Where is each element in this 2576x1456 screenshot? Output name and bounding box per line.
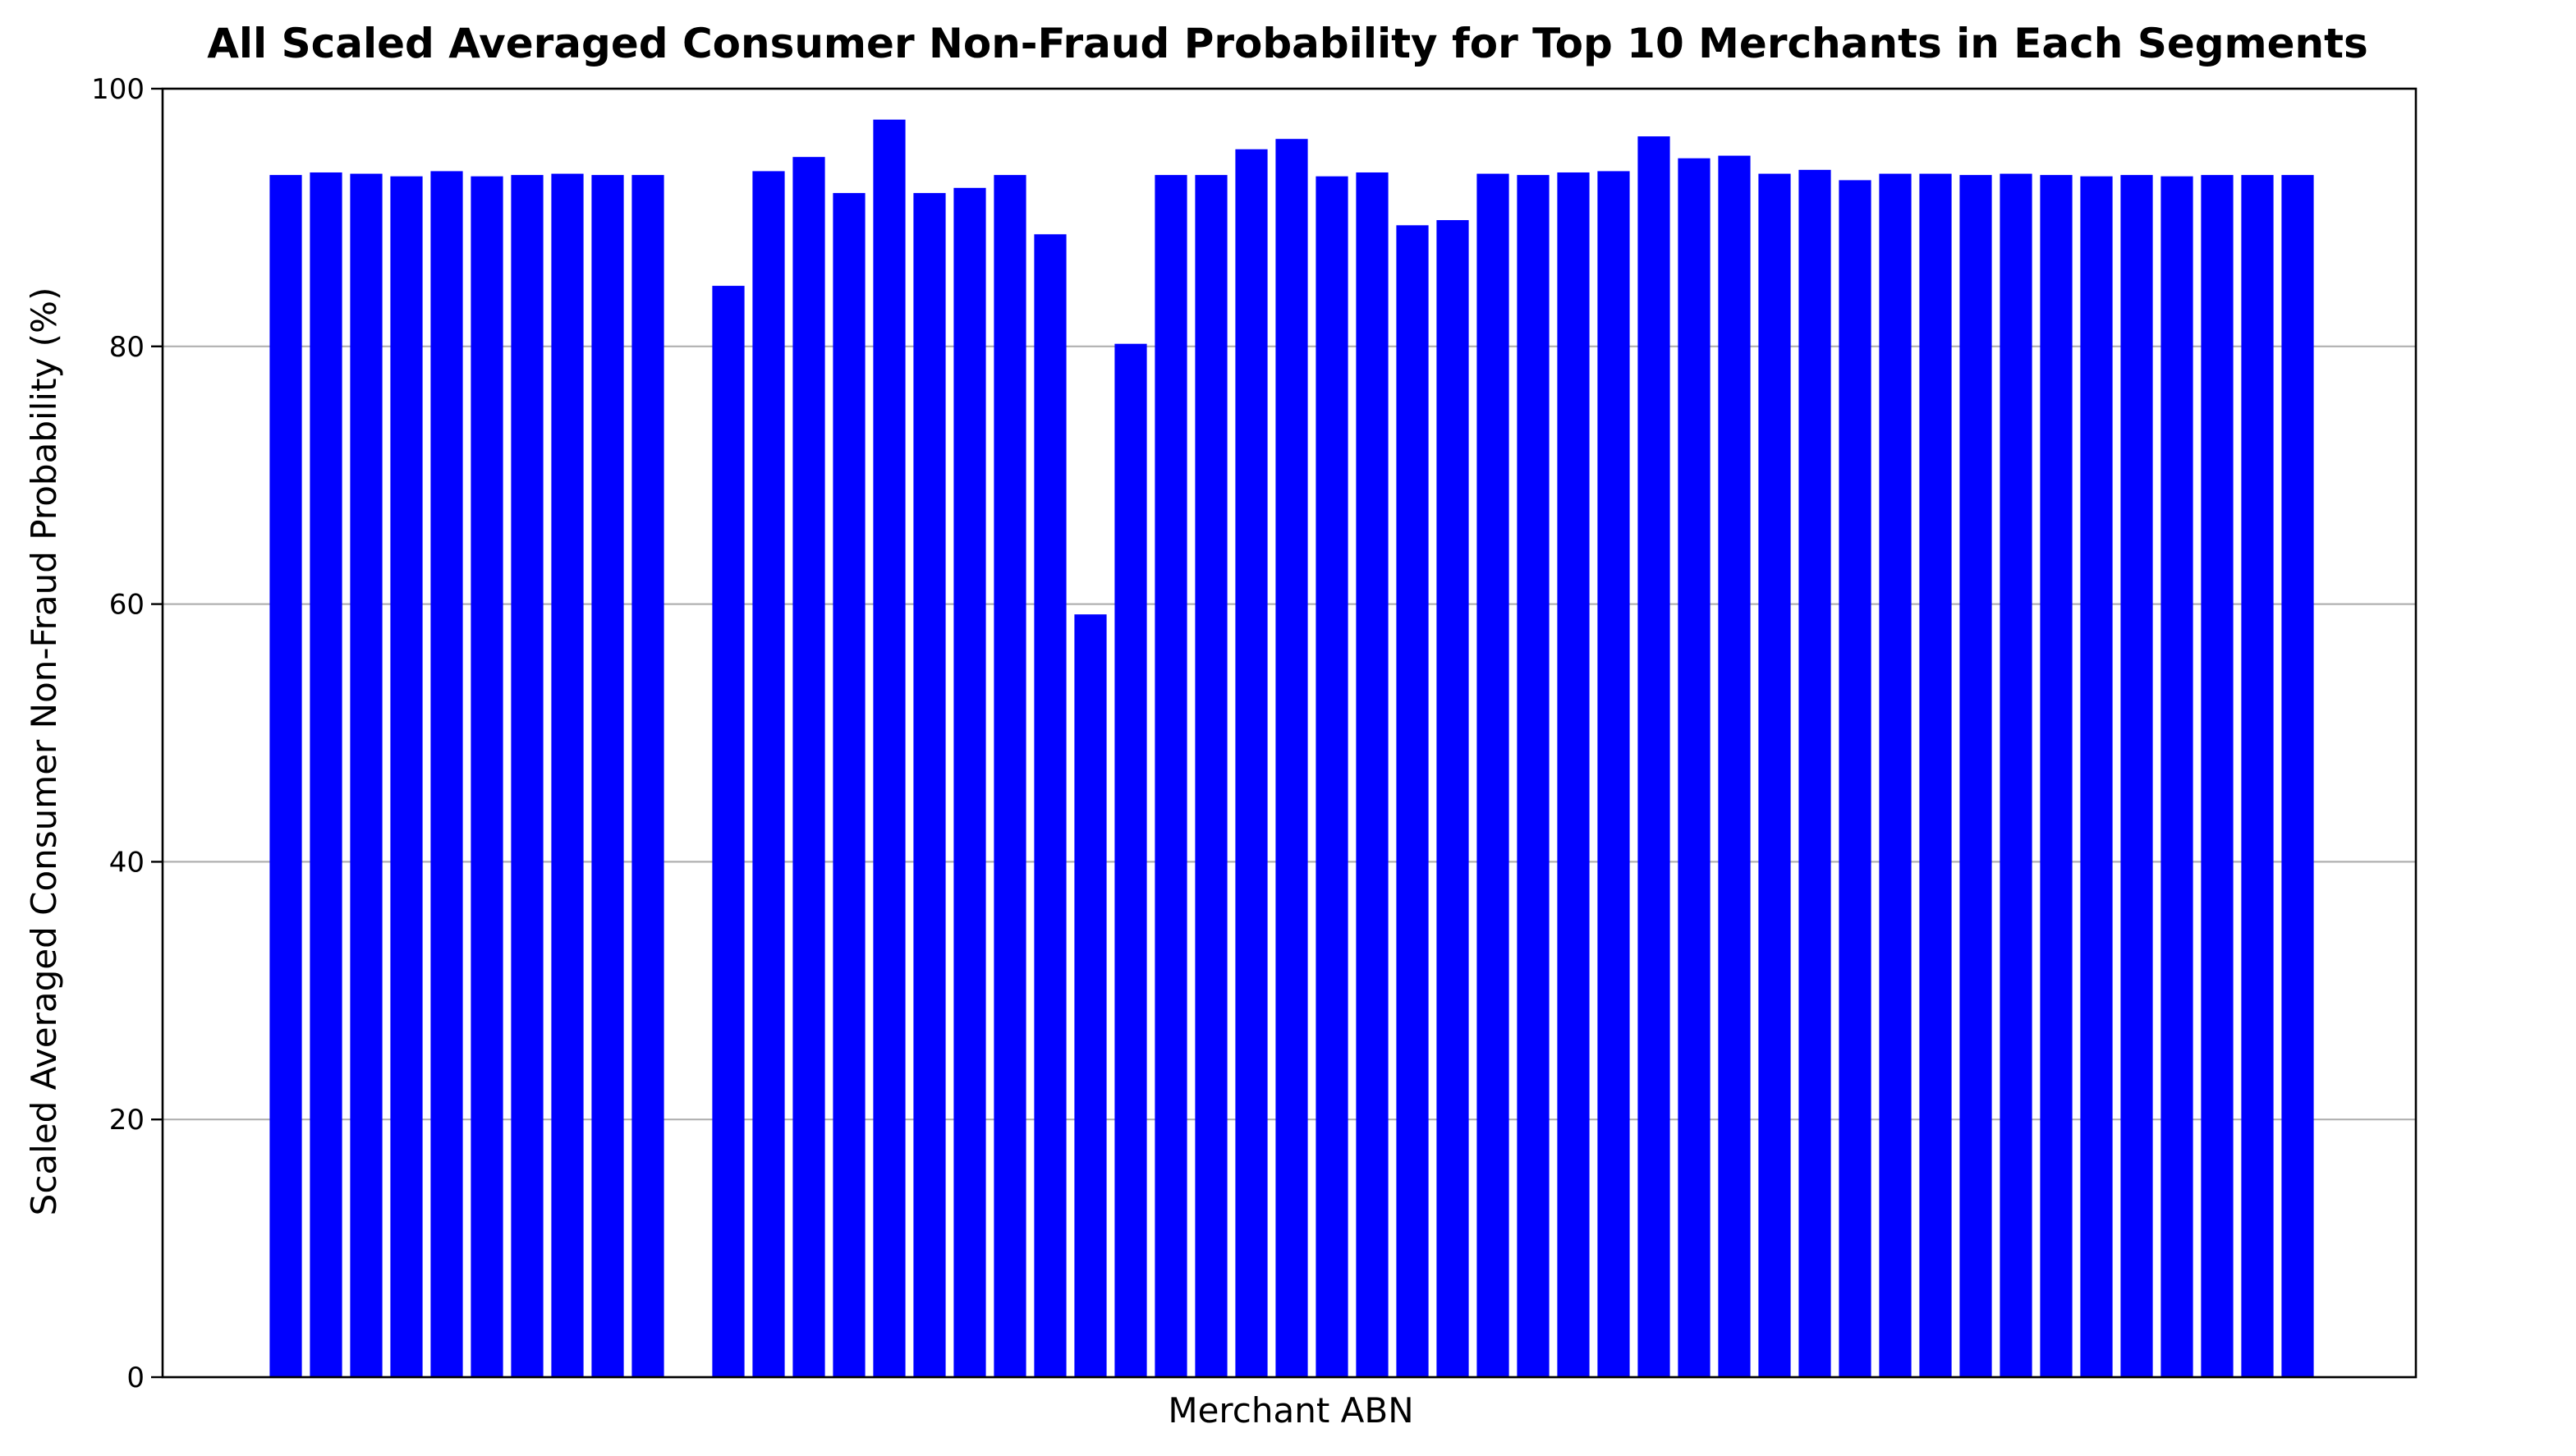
bar: [1436, 220, 1469, 1378]
bar: [1235, 149, 1268, 1377]
bar: [752, 171, 785, 1377]
y-tick-label: 0: [126, 1362, 145, 1394]
bar: [913, 193, 946, 1378]
bar: [430, 171, 463, 1377]
bar: [833, 193, 866, 1378]
bar: [1316, 176, 1348, 1377]
bar: [390, 176, 423, 1377]
bar: [1275, 139, 1308, 1377]
bar: [1879, 173, 1912, 1378]
y-tick-label: 60: [109, 589, 145, 622]
bar: [1356, 172, 1389, 1378]
bar: [1517, 175, 1550, 1377]
bar: [1597, 171, 1630, 1377]
bar: [953, 187, 986, 1378]
bar: [2160, 176, 2193, 1377]
bar: [350, 173, 383, 1378]
x-axis-label: Merchant ABN: [1168, 1390, 1413, 1431]
plot-frame: [161, 87, 2418, 1379]
bar: [2120, 175, 2153, 1377]
bar: [873, 119, 906, 1377]
bar: [2080, 176, 2113, 1377]
bar: [2241, 175, 2274, 1377]
bar: [269, 175, 302, 1377]
bar-series: [269, 119, 2314, 1378]
bar: [2201, 175, 2234, 1377]
bar: [1758, 173, 1791, 1378]
bar: [1074, 614, 1107, 1377]
bar: [1114, 343, 1147, 1377]
bar: [310, 172, 342, 1378]
y-tick-label: 100: [91, 73, 145, 106]
bar: [1718, 155, 1751, 1377]
bar: [591, 175, 624, 1377]
y-axis-ticks: 0 20 40 60 80 100: [91, 73, 163, 1394]
bar: [511, 175, 544, 1377]
bar: [1034, 234, 1067, 1377]
bar: [631, 175, 664, 1377]
bar: [1396, 225, 1429, 1378]
bar: [1919, 173, 1952, 1378]
bar: [551, 173, 584, 1378]
bar: [712, 286, 745, 1377]
bar: [1195, 175, 1228, 1377]
bar: [1959, 175, 1992, 1377]
y-tick-label: 40: [109, 846, 145, 879]
chart-title: All Scaled Averaged Consumer Non-Fraud P…: [207, 20, 2368, 67]
bar: [2040, 175, 2073, 1377]
bar: [2281, 175, 2314, 1377]
bar: [1839, 180, 1871, 1377]
bar: [1476, 173, 1509, 1378]
bar: [1637, 136, 1670, 1378]
y-tick-label: 20: [109, 1104, 145, 1137]
bar: [994, 175, 1026, 1377]
y-tick-label: 80: [109, 331, 145, 364]
bar: [471, 176, 503, 1377]
y-axis-label: Scaled Averaged Consumer Non-Fraud Proba…: [24, 287, 64, 1216]
bar: [792, 157, 825, 1378]
bar: [1155, 175, 1187, 1377]
bar: [2000, 173, 2032, 1378]
bar: [1798, 169, 1831, 1377]
bar: [1678, 158, 1710, 1378]
bar: [1557, 172, 1590, 1378]
